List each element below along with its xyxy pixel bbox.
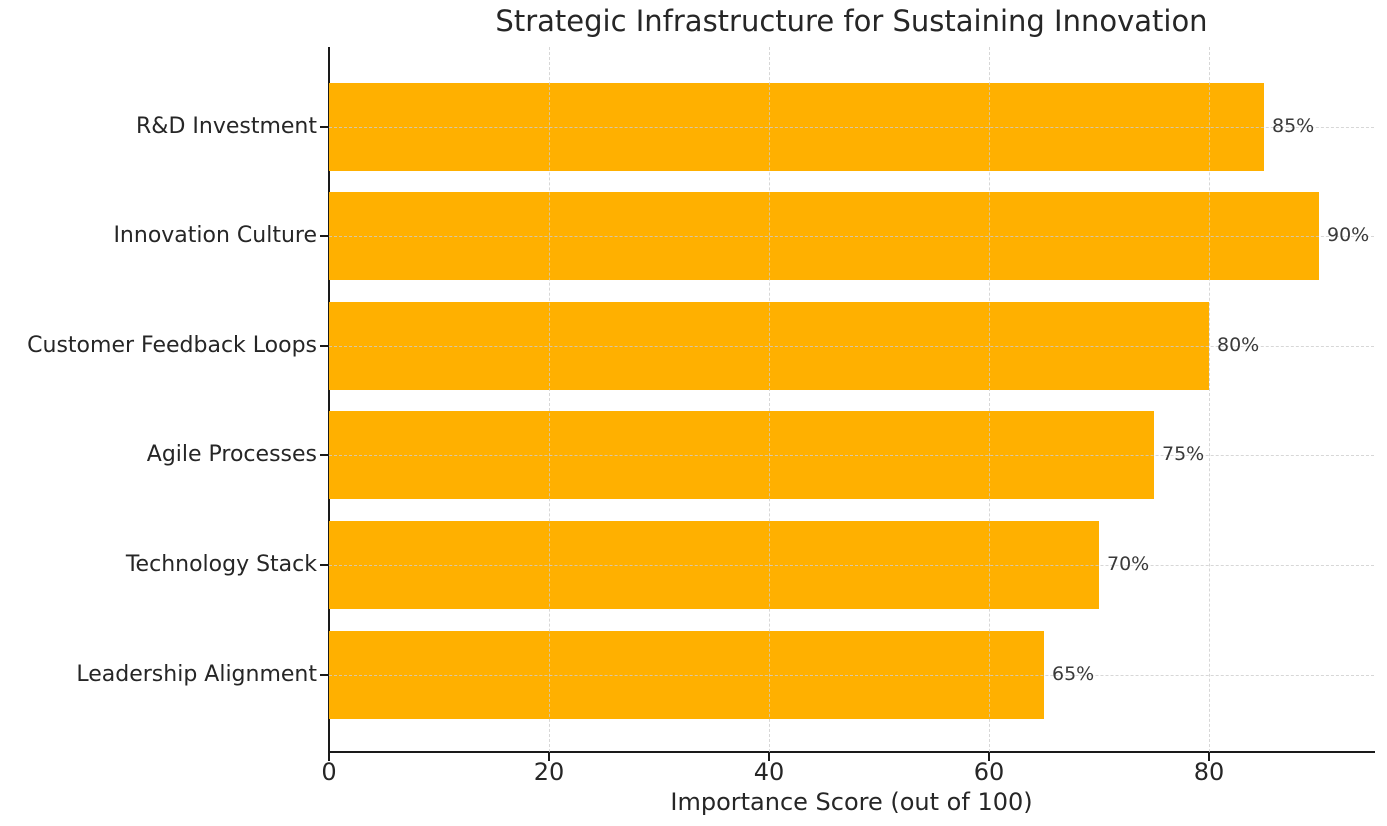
y-tick-label: Customer Feedback Loops [27, 332, 317, 358]
bar-value-label: 90% [1327, 224, 1370, 247]
gridline-horizontal [329, 236, 1374, 238]
x-tick-mark [328, 752, 330, 761]
x-tick-mark [548, 752, 550, 761]
x-tick-label: 80 [1193, 758, 1225, 786]
bar-value-label: 80% [1217, 333, 1260, 356]
x-tick-label: 60 [973, 758, 1005, 786]
gridline-horizontal [329, 126, 1374, 128]
x-axis-label: Importance Score (out of 100) [670, 788, 1033, 816]
x-tick-mark [988, 752, 990, 761]
y-tick-label: Leadership Alignment [76, 661, 317, 687]
y-tick-mark [320, 673, 328, 676]
bar-value-label: 70% [1107, 552, 1150, 575]
y-tick-mark [320, 125, 328, 128]
y-tick-label: Agile Processes [146, 442, 317, 468]
y-tick-mark [320, 454, 328, 457]
x-axis-spine [328, 751, 1375, 753]
x-tick-label: 40 [753, 758, 785, 786]
y-tick-mark [320, 235, 328, 238]
x-tick-mark [1208, 752, 1210, 761]
gridline-vertical [1209, 47, 1210, 752]
gridline-horizontal [329, 674, 1374, 676]
gridline-vertical [989, 47, 990, 752]
gridline-vertical [769, 47, 770, 752]
y-tick-label: Innovation Culture [113, 223, 317, 249]
y-tick-label: Technology Stack [125, 551, 317, 577]
bar-value-label: 85% [1272, 114, 1315, 137]
y-tick-mark [320, 344, 328, 347]
y-tick-label: R&D Investment [136, 113, 317, 139]
x-tick-mark [768, 752, 770, 761]
gridline-horizontal [329, 345, 1374, 347]
x-tick-label: 0 [321, 758, 337, 786]
y-tick-mark [320, 563, 328, 566]
bar-value-label: 75% [1162, 443, 1205, 466]
gridline-horizontal [329, 564, 1374, 566]
y-axis-spine [328, 47, 330, 753]
chart-title: Strategic Infrastructure for Sustaining … [495, 4, 1208, 38]
gridline-horizontal [329, 455, 1374, 457]
x-tick-label: 20 [533, 758, 565, 786]
plot-area: 85% 90% 80% 75% 70% 65% [329, 47, 1374, 752]
gridline-vertical [549, 47, 550, 752]
bar-value-label: 65% [1052, 662, 1095, 685]
